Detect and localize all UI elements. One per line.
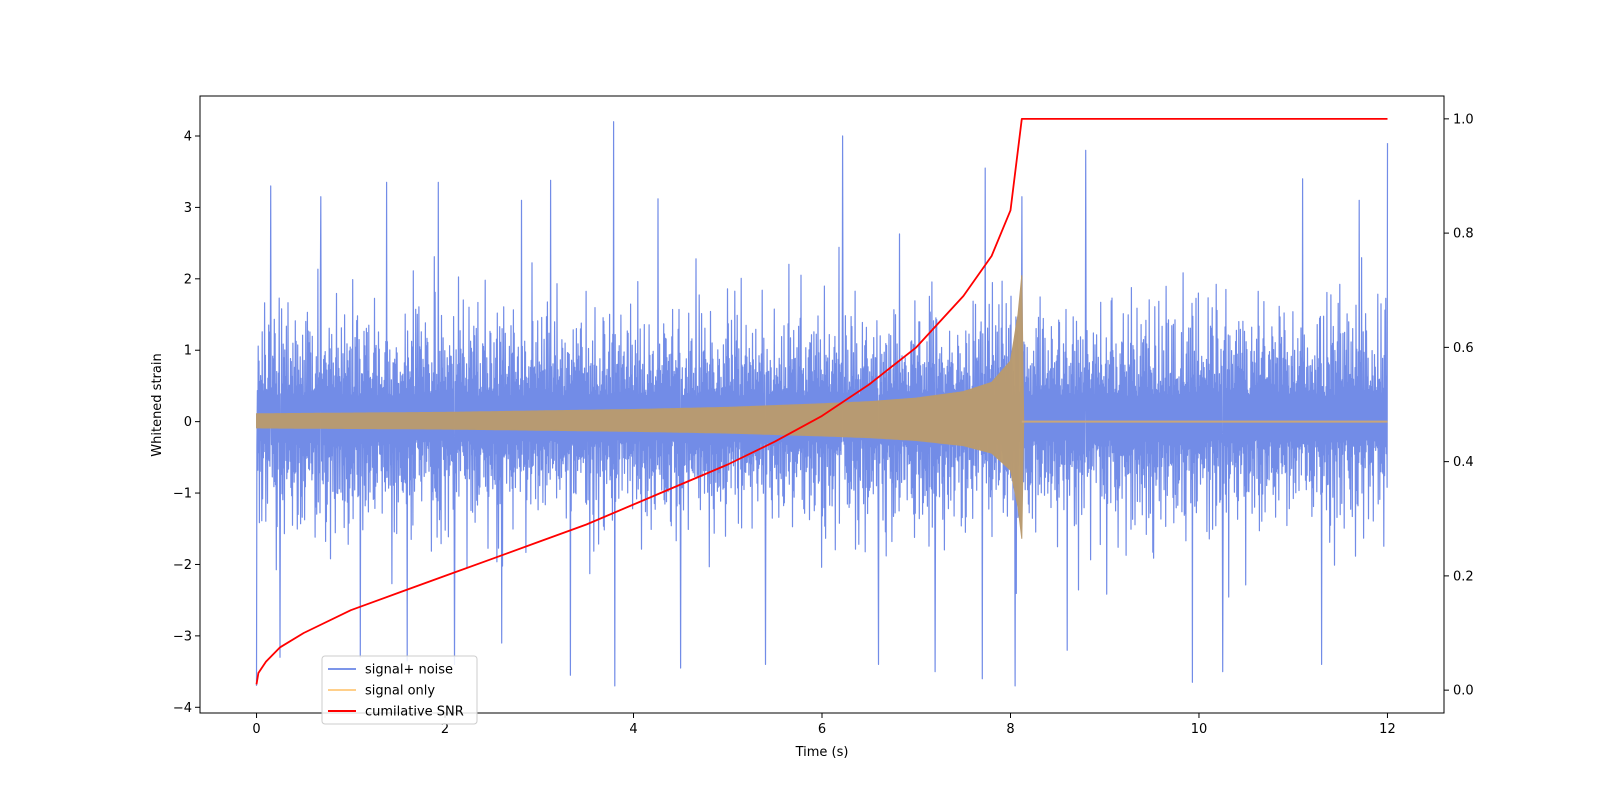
series-layer <box>255 118 1389 687</box>
y-tick-label: 2 <box>184 272 192 287</box>
y2-tick-label: 0.0 <box>1453 684 1474 699</box>
y-tick-label: −3 <box>173 629 192 644</box>
y-axis-label: Whitened strain <box>150 353 165 456</box>
y-tick-label: −1 <box>173 487 192 502</box>
x-tick-label: 6 <box>818 722 826 737</box>
x-axis-label: Time (s) <box>795 745 849 760</box>
y-axis-right: 0.0 0.2 0.4 0.6 0.8 1.0 <box>1444 112 1474 699</box>
y2-tick-label: 1.0 <box>1453 112 1474 127</box>
y-tick-label: 0 <box>184 415 192 430</box>
series-cumulative-snr-line <box>255 118 1388 685</box>
y-axis-left: −4 −3 −2 −1 0 1 2 3 4 <box>173 129 200 716</box>
legend: signal+ noise signal only cumilative SNR <box>321 655 478 725</box>
x-axis: 0 2 4 6 8 10 12 <box>252 713 1396 737</box>
y-tick-label: −2 <box>173 558 192 573</box>
x-tick-label: 12 <box>1379 722 1396 737</box>
legend-box <box>321 655 478 725</box>
y2-tick-label: 0.4 <box>1453 455 1474 470</box>
y2-tick-label: 0.6 <box>1453 341 1474 356</box>
legend-entry-label: cumilative SNR <box>365 705 464 720</box>
legend-entry-label: signal only <box>365 684 435 699</box>
y-tick-label: −4 <box>173 701 192 716</box>
x-tick-label: 4 <box>629 722 637 737</box>
x-tick-label: 0 <box>252 722 260 737</box>
x-tick-label: 2 <box>441 722 449 737</box>
x-tick-label: 8 <box>1006 722 1014 737</box>
y2-tick-label: 0.8 <box>1453 227 1474 242</box>
x-tick-label: 10 <box>1191 722 1208 737</box>
y-tick-label: 3 <box>184 201 192 216</box>
series-signal-noise-line <box>255 121 1389 687</box>
legend-entry-label: signal+ noise <box>365 663 453 678</box>
y-tick-label: 1 <box>184 344 192 359</box>
y-tick-label: 4 <box>184 129 192 144</box>
y2-tick-label: 0.2 <box>1453 569 1474 584</box>
